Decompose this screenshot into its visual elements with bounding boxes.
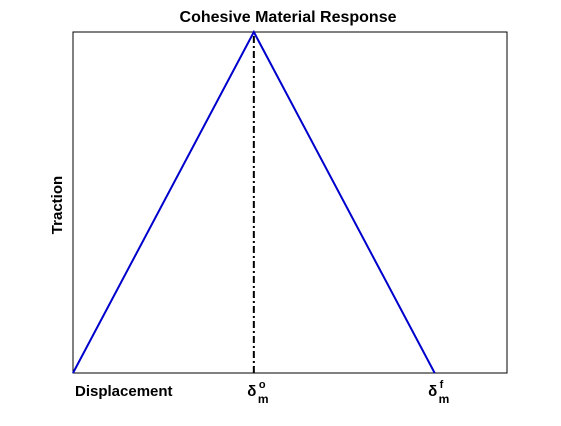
x-tick-label-superscript: o	[259, 379, 266, 391]
x-tick-label-subscript: m	[439, 392, 450, 406]
chart-title: Cohesive Material Response	[180, 9, 397, 26]
traction-series-line	[72, 29, 436, 374]
x-tick-label-subscript: m	[258, 392, 269, 406]
x-tick-label-base: δ	[428, 383, 437, 400]
x-tick-labels: Displacement δ om δ fm	[75, 379, 449, 406]
x-tick-label-base: δ	[247, 383, 256, 400]
x-tick-label-delta-final: δ fm	[428, 379, 449, 406]
x-tick-label-superscript: f	[440, 379, 444, 391]
x-tick-label-delta-onset: δ om	[247, 379, 268, 406]
plot-frame	[72, 31, 508, 374]
y-axis-label: Traction	[49, 176, 66, 234]
marks-layer	[72, 29, 436, 374]
x-tick-label-displacement: Displacement	[75, 383, 173, 400]
